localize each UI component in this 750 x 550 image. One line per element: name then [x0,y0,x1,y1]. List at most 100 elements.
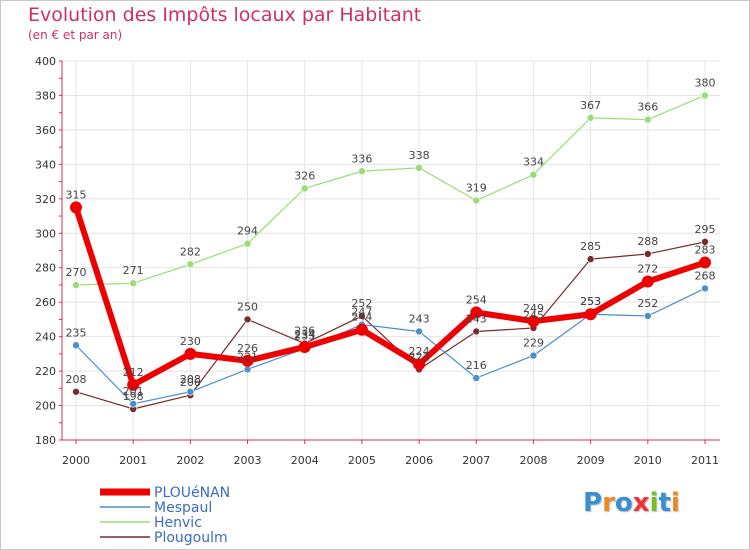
data-label-henvic-2003: 294 [237,225,258,238]
data-label-plougoulm-2000: 208 [66,373,87,386]
logo-letter: r [602,488,615,518]
y-tick-label-360: 360 [35,124,56,137]
data-label-mespaul-2004: 233 [294,330,315,343]
x-tick-label-2011: 2011 [691,454,719,467]
data-label-plouénan-2009: 253 [580,295,601,308]
data-label-plougoulm-2008: 245 [523,309,544,322]
data-label-plouénan-2007: 254 [466,294,487,307]
data-label-mespaul-2002: 208 [180,373,201,386]
data-point-plouénan-2009 [584,308,597,321]
data-label-mespaul-2000: 235 [66,326,87,339]
logo-letter: i [649,488,659,518]
data-label-plouénan-2003: 226 [237,342,258,355]
data-label-mespaul-2003: 221 [237,350,258,363]
data-point-henvic-2001 [129,279,137,288]
data-point-plouénan-2003 [241,354,254,367]
data-label-henvic-2005: 336 [351,152,372,165]
axes: 180 200 220 240 260 280 300 320 340 360 380 400 2000… [35,55,720,467]
data-label-plougoulm-2007: 243 [466,312,487,325]
data-label-henvic-2010: 366 [637,101,658,114]
logo-letter: x [632,488,650,518]
y-tick-label-260: 260 [35,296,56,309]
data-point-plouénan-2000 [70,201,82,214]
data-label-plougoulm-2010: 288 [637,235,658,248]
y-tick-label-300: 300 [35,227,56,240]
y-tick-label-200: 200 [35,400,56,413]
data-label-plougoulm-2006: 221 [409,350,430,363]
x-tick-label-2005: 2005 [348,454,376,467]
data-point-plouénan-2006 [413,358,426,371]
data-label-plougoulm-2003: 250 [237,300,258,313]
data-label-henvic-2008: 334 [523,156,544,169]
legend-label-plouénan: PLOUéNAN [154,485,230,501]
data-label-henvic-2000: 270 [66,266,87,279]
grid-lines [62,60,720,441]
x-tick-label-2006: 2006 [405,454,433,467]
y-tick-label-400: 400 [35,55,56,68]
data-point-plouénan-2002 [184,347,197,360]
data-point-henvic-2007 [472,196,481,205]
data-point-plougoulm-2010 [644,250,652,258]
chart-title: Evolution des Impôts locaux par Habitant [28,4,422,26]
data-label-henvic-2002: 282 [180,245,201,258]
data-label-plougoulm-2004: 236 [294,325,315,338]
data-label-mespaul-2008: 229 [523,337,544,350]
data-point-henvic-2006 [415,164,423,172]
series-group [70,91,711,413]
data-label-plouénan-2001: 212 [123,366,144,379]
data-label-plougoulm-2001: 198 [123,390,144,403]
data-point-mespaul-2003 [243,365,252,374]
y-tick-label-180: 180 [35,434,56,447]
y-tick-label-340: 340 [35,158,56,171]
y-tick-label-240: 240 [35,331,56,344]
data-point-plouénan-2011 [699,256,711,269]
data-label-mespaul-2011: 268 [695,269,716,282]
data-point-plougoulm-2003 [243,315,252,324]
data-label-plougoulm-2002: 206 [180,376,201,389]
data-point-mespaul-2008 [529,351,538,360]
x-tick-label-2004: 2004 [291,454,319,467]
data-point-henvic-2010 [644,115,652,124]
data-label-plougoulm-2005: 252 [351,297,372,310]
data-label-plouénan-2004: 234 [294,328,315,341]
chart-subtitle: (en € et par an) [28,28,123,42]
data-point-plouénan-2007 [470,306,483,319]
data-point-henvic-2002 [186,260,195,269]
data-label-mespaul-2005: 247 [351,306,372,319]
data-point-henvic-2011 [701,91,709,100]
data-label-plouénan-2010: 272 [637,263,658,276]
data-point-plouénan-2005 [355,323,368,336]
data-point-mespaul-2007 [472,374,481,382]
data-point-mespaul-2010 [644,312,652,320]
data-point-henvic-2009 [586,114,595,122]
data-point-henvic-2005 [358,167,366,176]
data-label-henvic-2007: 319 [466,182,487,195]
data-point-plouénan-2004 [298,340,311,353]
data-point-plouénan-2010 [641,275,654,288]
data-label-plouénan-2005: 244 [351,311,372,324]
data-label-mespaul-2006: 243 [409,312,430,325]
data-point-henvic-2000 [72,281,80,289]
x-tick-label-2003: 2003 [234,454,262,467]
data-label-plougoulm-2009: 285 [580,240,601,253]
data-labels: 315 212 230 226 234 244 224 254 249 253 272 283 235 2… [66,76,716,403]
x-tick-label-2000: 2000 [62,454,90,467]
y-tick-label-220: 220 [35,365,56,378]
data-point-plougoulm-2005 [358,312,366,320]
legend-label-plougoulm: Plougoulm [154,530,228,546]
data-point-plougoulm-2000 [72,387,80,396]
data-label-plouénan-2006: 224 [409,345,430,358]
proxiti-logo: Proxiti [583,488,680,518]
data-label-henvic-2006: 338 [409,149,430,162]
data-point-mespaul-2011 [701,284,709,293]
data-label-plouénan-2002: 230 [180,335,201,348]
data-label-henvic-2001: 271 [123,264,144,277]
series-line-plougoulm [75,241,706,410]
data-point-henvic-2004 [300,184,309,193]
logo-letter: i [670,488,680,518]
logo-letter: o [614,488,633,518]
data-point-plougoulm-2011 [701,238,709,246]
